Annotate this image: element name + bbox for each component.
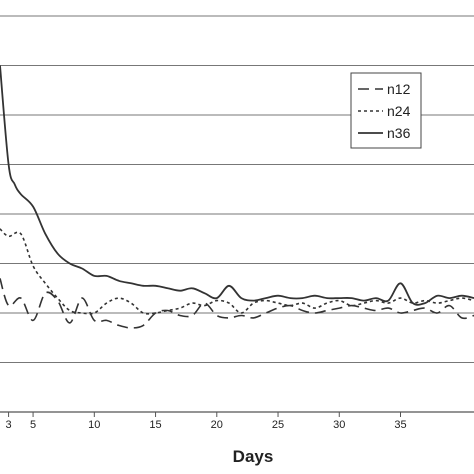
x-axis-title: Days (233, 447, 274, 466)
x-tick-label: 3 (6, 419, 12, 431)
x-tick-label: 25 (272, 419, 284, 431)
legend-label-n24: n24 (387, 103, 411, 119)
x-tick-labels: 5 10 15 20 25 30 35 3 (6, 419, 407, 431)
series-line-n36 (0, 65, 474, 306)
axes (0, 411, 474, 417)
legend-box (350, 72, 422, 149)
x-tick-label: 5 (30, 419, 36, 431)
x-tick-label: 20 (211, 419, 223, 431)
x-tick-label: 15 (149, 419, 161, 431)
legend: n12 n24 n36 (350, 72, 422, 149)
series-lines (0, 65, 474, 329)
series-line-n24 (0, 228, 474, 315)
legend-label-n12: n12 (387, 81, 411, 97)
x-tick-label: 10 (88, 419, 100, 431)
x-tick-label: 35 (394, 419, 406, 431)
x-tick-label: 30 (333, 419, 345, 431)
legend-label-n36: n36 (387, 125, 411, 141)
series-line-n12 (0, 278, 474, 329)
